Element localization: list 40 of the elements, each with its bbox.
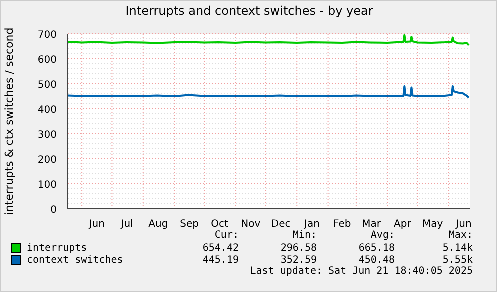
x-tick-label: Aug [148,219,168,230]
x-tick-label: Apr [394,219,412,230]
text: 296.58 [280,242,317,254]
x-tick-label: Jun [88,219,105,230]
chart-title: Interrupts and context switches - by year [124,4,374,18]
text: 450.48 [358,254,395,266]
text: Last update: Sat Jun 21 18:40:05 2025 [249,266,473,278]
x-tick-label: Jun [455,219,472,230]
x-tick-label: Mar [362,219,382,230]
y-tick-label: 100 [38,180,57,191]
text: Cur: [214,230,239,242]
text: 5.55k [442,254,473,266]
text: 654.42 [202,242,239,254]
y-tick-label: 300 [38,130,57,141]
legend-label: context switches [26,254,124,266]
x-tick-label: Nov [241,219,261,230]
legend-label: interrupts [26,242,88,254]
text: 352.59 [280,254,317,266]
text: Avg: [370,230,395,242]
x-tick-label: Jul [120,219,134,230]
y-tick-label: 500 [38,80,57,91]
x-tick-label: Feb [334,219,352,230]
text: 5.14k [442,242,473,254]
y-tick-label: 0 [50,205,57,216]
x-tick-label: Dec [271,219,291,230]
text: Max: [448,230,473,242]
x-tick-label: Jan [304,219,320,230]
text: 665.18 [358,242,395,254]
x-tick-label: Oct [211,219,228,230]
y-tick-label: 700 [38,30,57,41]
text: 445.19 [202,254,239,266]
y-axis-title: interrupts & ctx switches / second [2,28,16,216]
line-series [68,34,470,46]
y-tick-label: 600 [38,55,57,66]
text: Min: [292,230,317,242]
x-tick-label: Sep [180,219,200,230]
x-tick-label: May [422,219,444,230]
line-series [68,86,470,99]
y-tick-label: 200 [38,155,57,166]
y-tick-label: 400 [38,105,57,116]
